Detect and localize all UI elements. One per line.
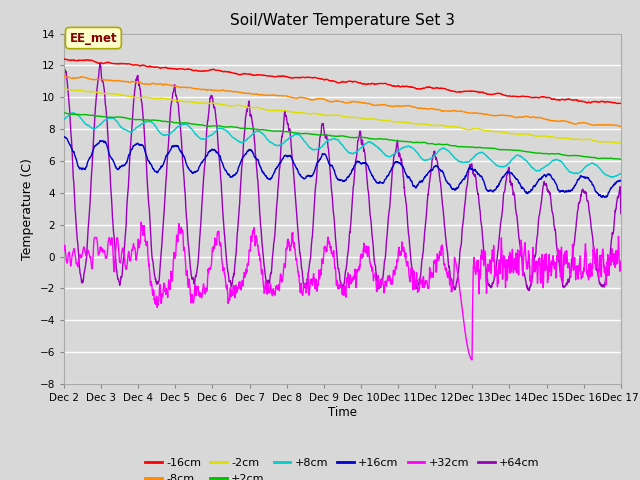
Y-axis label: Temperature (C): Temperature (C) <box>21 158 34 260</box>
Title: Soil/Water Temperature Set 3: Soil/Water Temperature Set 3 <box>230 13 455 28</box>
Text: EE_met: EE_met <box>70 32 117 45</box>
Legend: -16cm, -8cm, -2cm, +2cm, +8cm, +16cm, +32cm, +64cm: -16cm, -8cm, -2cm, +2cm, +8cm, +16cm, +3… <box>145 458 540 480</box>
X-axis label: Time: Time <box>328 406 357 419</box>
